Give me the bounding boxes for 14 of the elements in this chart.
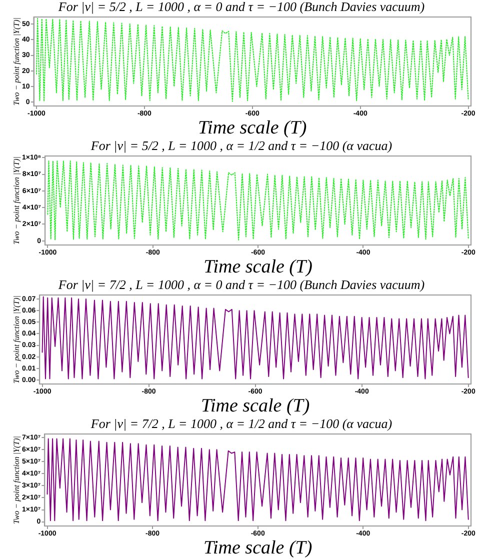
chart-title: For |ν| = 5/2 , L = 1000 , α = 0 and τ = −100 (Bunch Davies vacuum) (57, 0, 425, 14)
chart-title: For |ν| = 7/2 , L = 1000 , α = 1/2 and τ = −100 (α vacua) (90, 416, 392, 431)
y-axis-title: Two − point function |Y(T)| (12, 296, 22, 384)
line-series (36, 18, 469, 102)
y-axis-title: Two − point function |Y(T)| (12, 436, 22, 524)
y-axis-title: Two − point function |Y(T)| (12, 156, 22, 244)
x-axis-title: Time scale (T) (204, 256, 312, 278)
x-axis-title: Time scale (T) (200, 396, 310, 416)
y-axis-title: Two − point function |Y(T)| (12, 18, 22, 106)
x-axis-title: Time scale (T) (198, 118, 307, 138)
chart-title: For |ν| = 5/2 , L = 1000 , α = 1/2 and τ = −100 (α vacua) (90, 138, 392, 153)
line-series (47, 160, 469, 241)
x-axis-title: Time scale (T) (203, 538, 312, 558)
chart-title: For |ν| = 7/2 , L = 1000 , α = 0 and τ = −100 (Bunch Davies vacuum) (57, 276, 425, 292)
